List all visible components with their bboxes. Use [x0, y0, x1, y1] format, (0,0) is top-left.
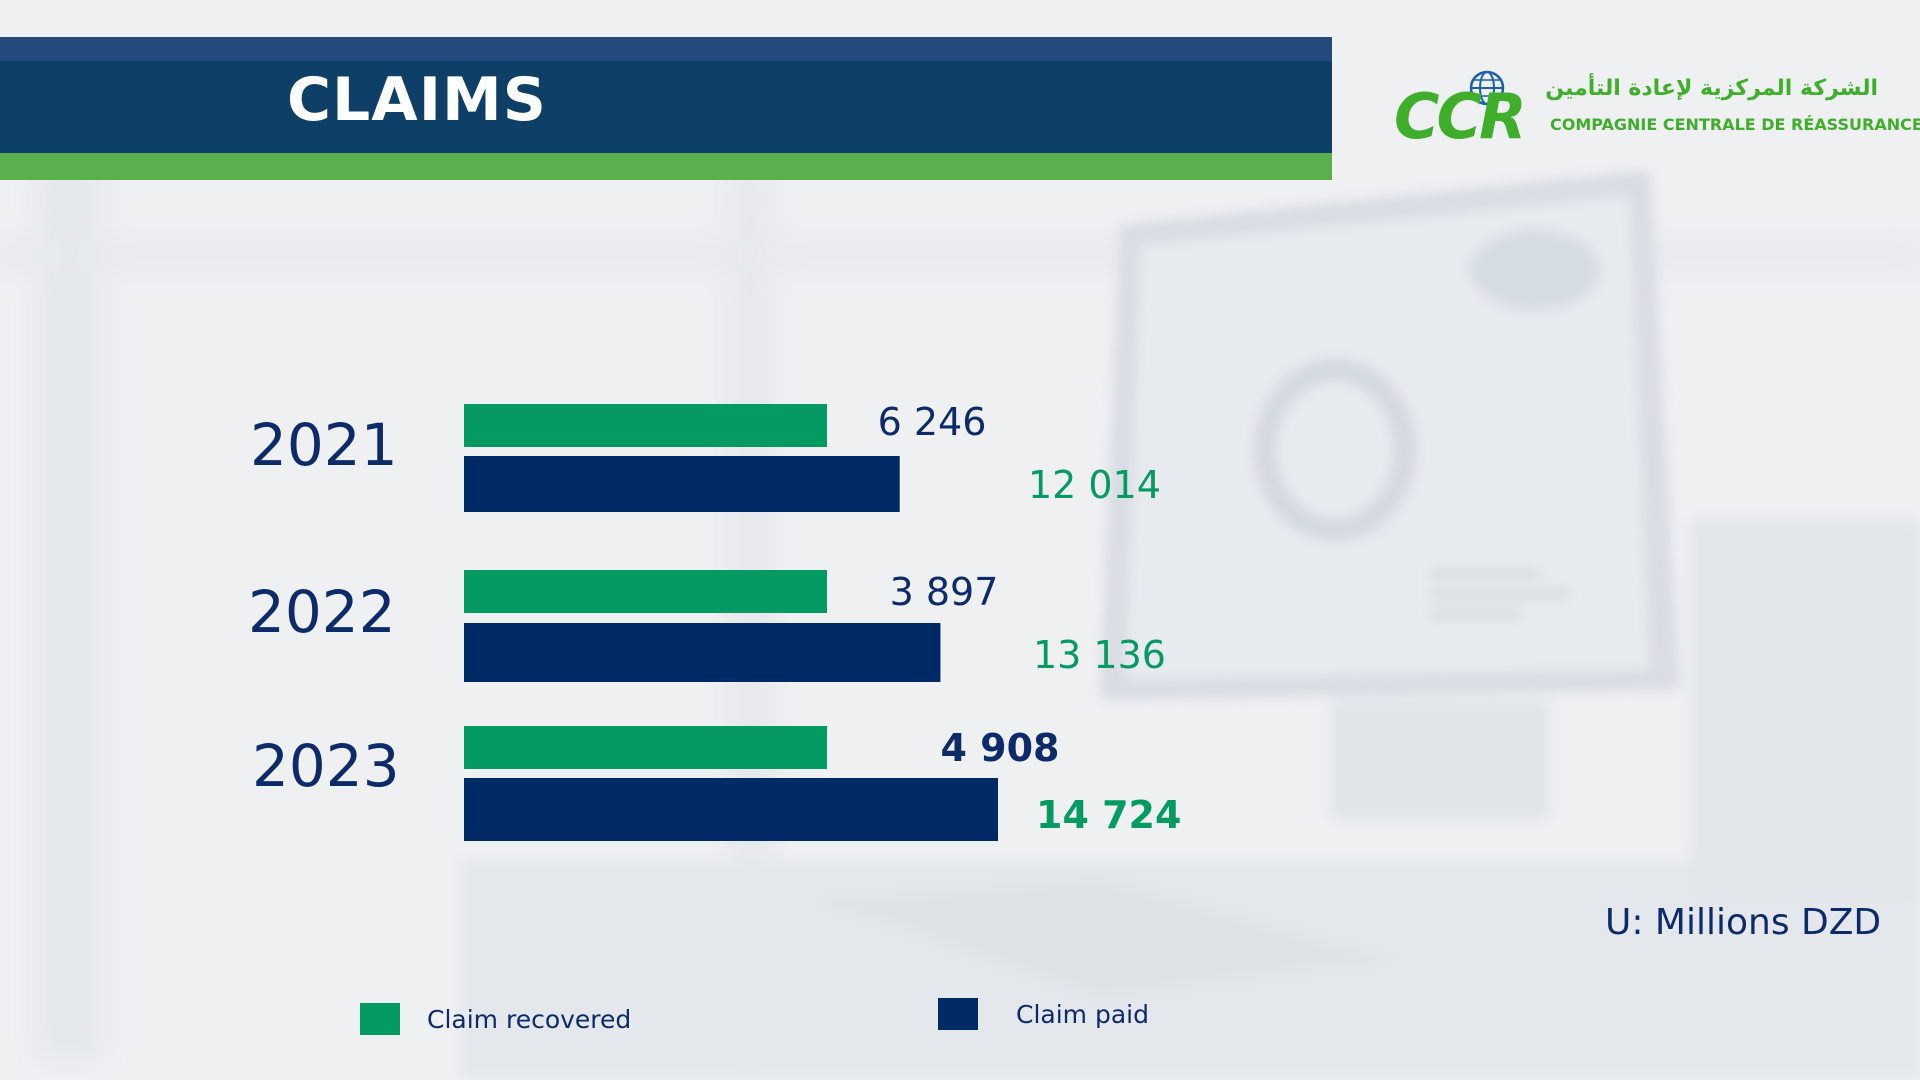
legend-item-claim-paid: Claim paid	[938, 998, 1149, 1030]
company-logo: CCR الشركة المركزية لإعادة التأمين COMPA…	[1390, 52, 1920, 152]
bar-claim-recovered-2023	[464, 726, 827, 769]
value-label-claim-recovered-2022: 3 897	[890, 570, 999, 614]
value-label-claim-recovered-2023: 4 908	[941, 726, 1060, 770]
bar-claim-recovered-2021	[464, 404, 827, 447]
value-label-claim-paid-2021: 12 014	[1028, 463, 1161, 507]
ccr-logo-letters: CCR	[1394, 80, 1524, 150]
unit-note: U: Millions DZD	[1605, 902, 1882, 943]
header-band	[0, 37, 1332, 180]
legend-swatch-claim-recovered	[360, 1003, 400, 1035]
year-label-2023: 2023	[252, 732, 400, 800]
header-band-green-stripe	[0, 153, 1332, 180]
header-band-main	[0, 61, 1332, 153]
bar-claim-paid-2023	[464, 778, 998, 841]
bar-claim-paid-2021	[464, 456, 900, 512]
ccr-logo-mark: CCR	[1394, 70, 1527, 150]
legend-label-claim-paid: Claim paid	[1016, 999, 1149, 1029]
year-label-2021: 2021	[250, 411, 398, 479]
page-title: CLAIMS	[287, 65, 547, 135]
value-label-claim-paid-2022: 13 136	[1033, 633, 1166, 677]
bar-claim-paid-2022	[464, 623, 941, 682]
globe-icon	[1469, 70, 1505, 106]
bar-claim-recovered-2022	[464, 570, 827, 613]
value-label-claim-recovered-2021: 6 246	[878, 400, 987, 444]
legend-item-claim-recovered: Claim recovered	[360, 1003, 631, 1035]
legend-label-claim-recovered: Claim recovered	[427, 1004, 632, 1034]
legend-swatch-claim-paid	[938, 998, 978, 1030]
year-label-2022: 2022	[248, 578, 396, 646]
logo-french-name: COMPAGNIE CENTRALE DE RÉASSURANCE	[1550, 115, 1920, 134]
header-band-top-stripe	[0, 37, 1332, 61]
logo-arabic-name: الشركة المركزية لإعادة التأمين	[1545, 76, 1878, 101]
value-label-claim-paid-2023: 14 724	[1036, 793, 1181, 837]
